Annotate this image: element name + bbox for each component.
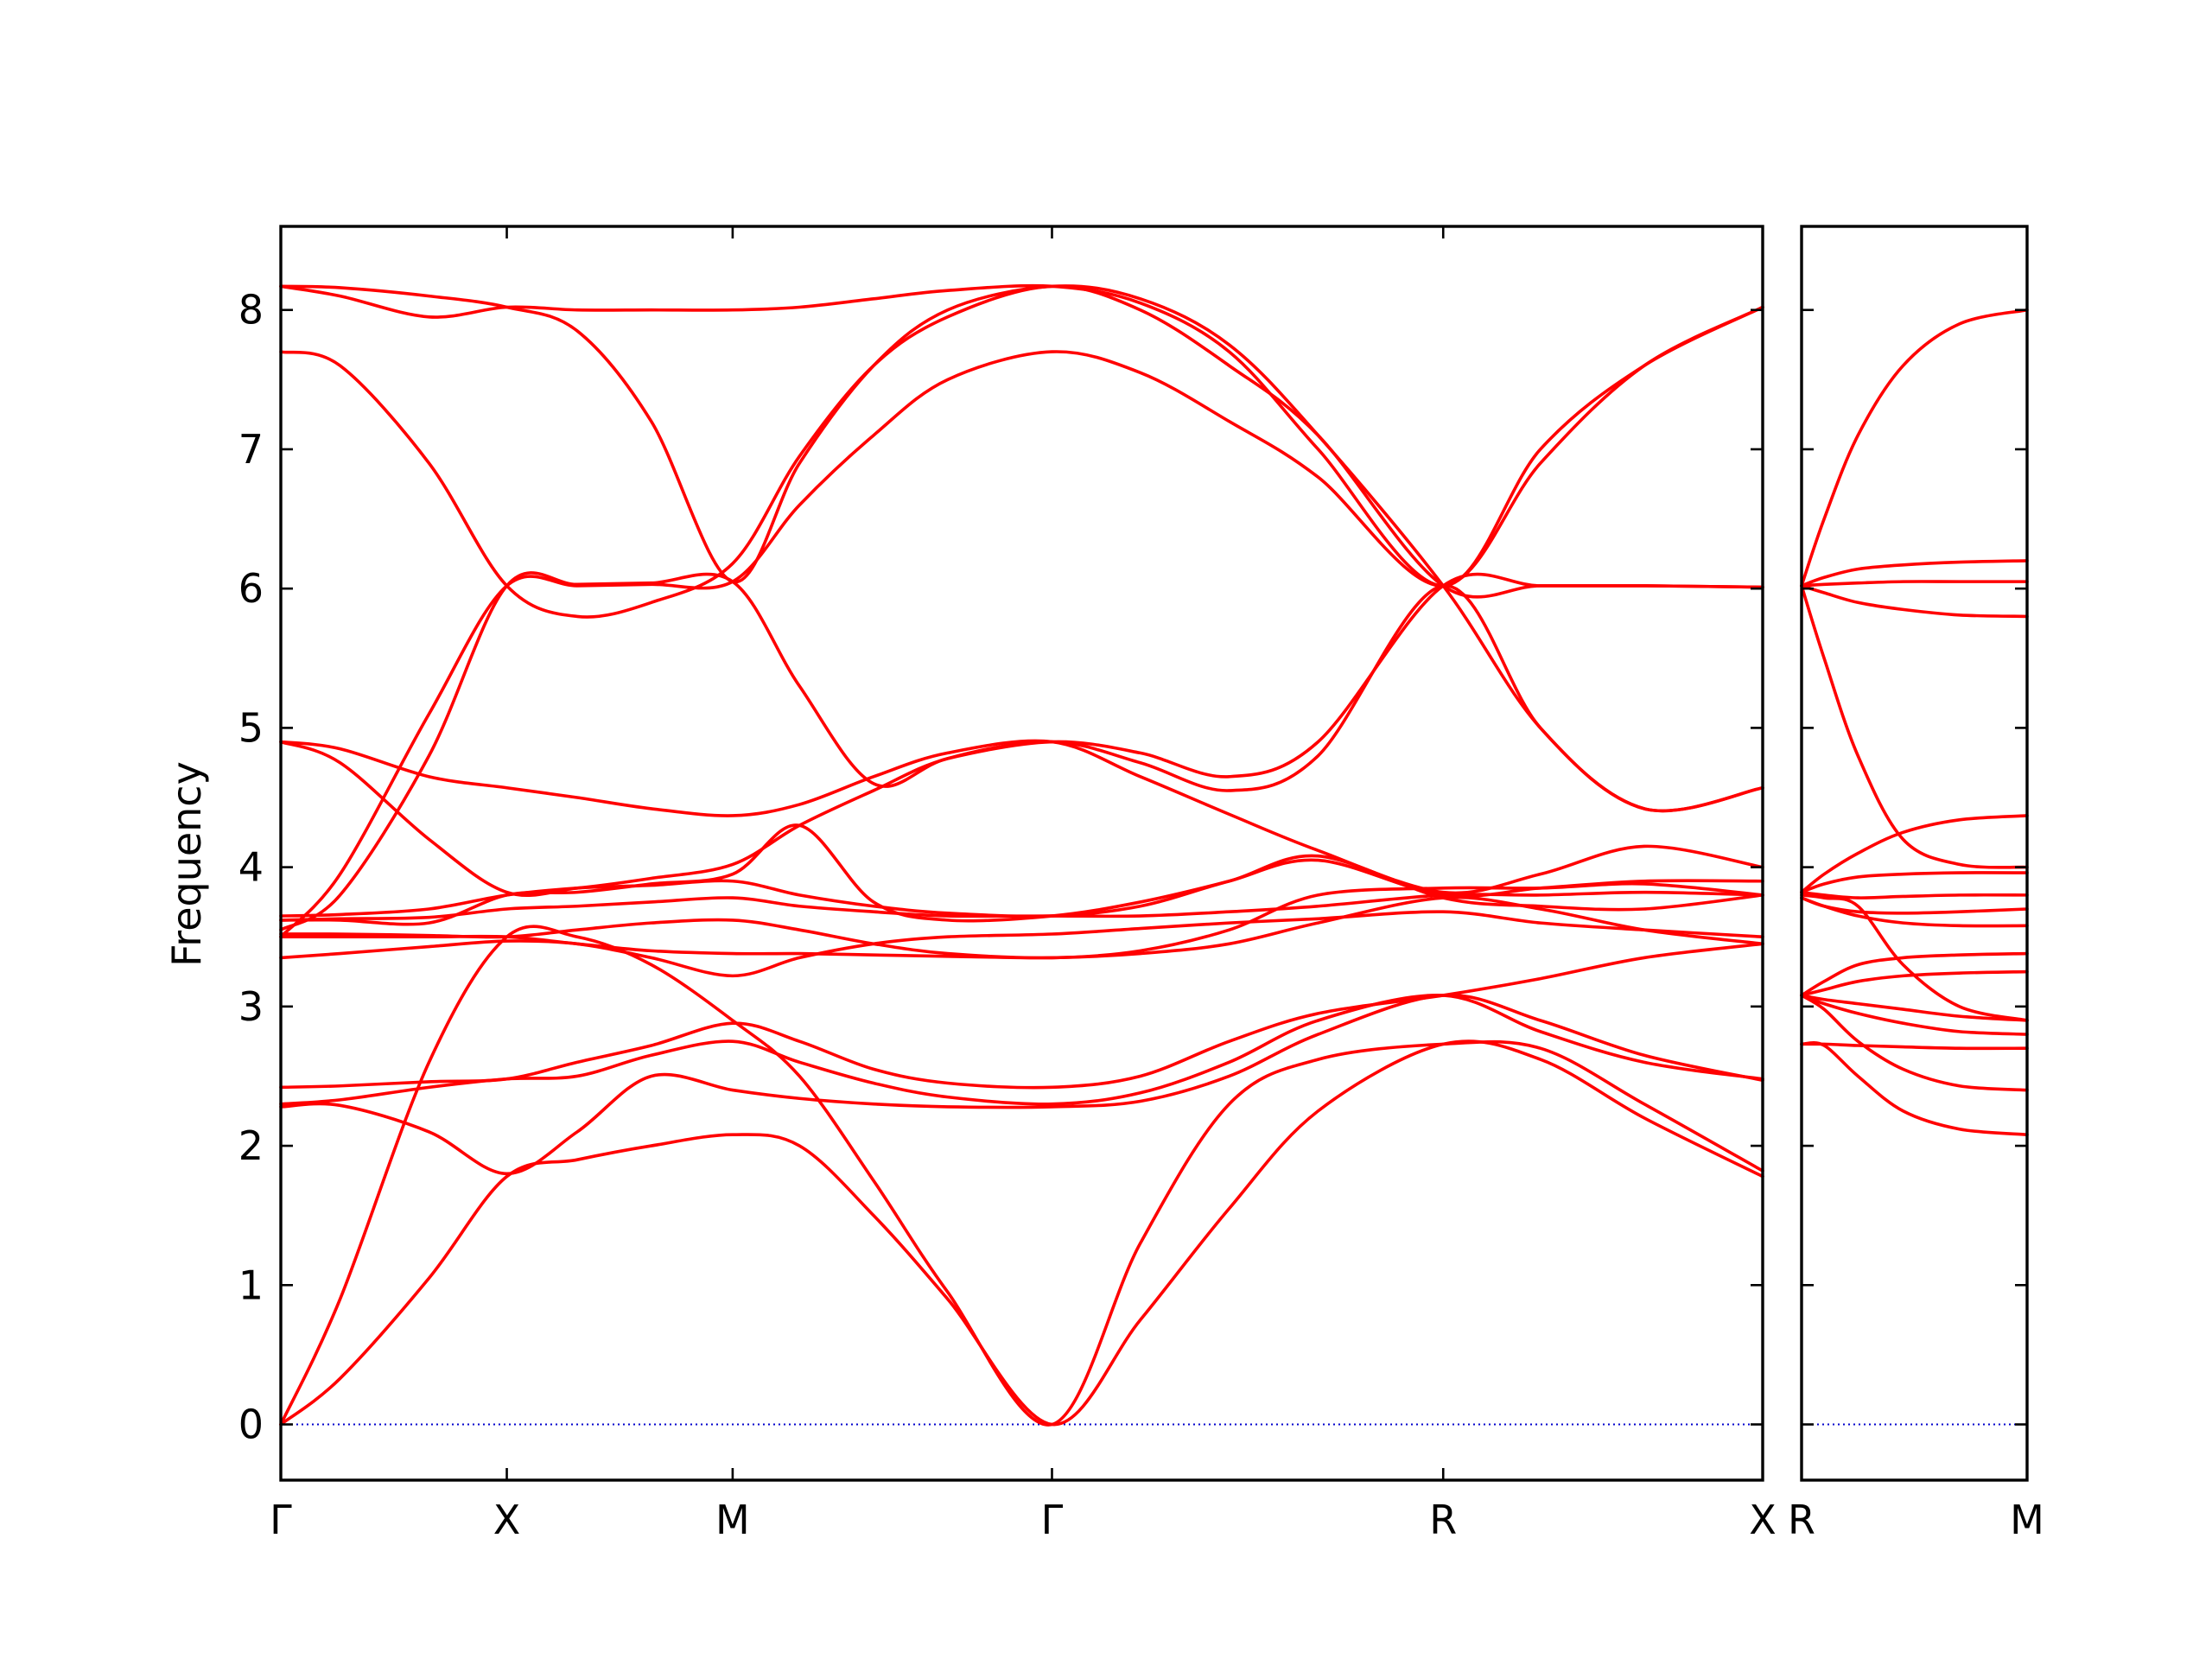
band-line-5 — [1800, 994, 2029, 1022]
band-line-15 — [279, 284, 1764, 619]
x-tick-label-X: X — [493, 1497, 521, 1543]
y-tick-label: 8 — [238, 287, 264, 334]
band-line-11 — [279, 739, 1764, 895]
band-line-14 — [1800, 584, 2029, 869]
y-tick-label: 1 — [238, 1262, 264, 1308]
band-line-8 — [279, 881, 1764, 960]
y-tick-label: 0 — [238, 1402, 264, 1448]
x-tick-label-M: M — [2010, 1497, 2044, 1543]
y-tick-label: 2 — [238, 1122, 264, 1169]
band-line-11 — [1800, 890, 2029, 899]
band-line-17 — [279, 284, 1764, 813]
band-line-4 — [1800, 994, 2029, 1036]
band-line-3 — [279, 993, 1764, 1176]
band-line-3 — [1800, 994, 2029, 1092]
band-line-13 — [1800, 814, 2029, 894]
y-axis-label: Frequency — [163, 761, 210, 967]
band-line-17 — [1800, 559, 2029, 588]
x-tick-label-Γ: Γ — [1041, 1497, 1064, 1543]
x-tick-label-Γ: Γ — [270, 1497, 292, 1543]
band-line-18 — [1800, 308, 2029, 588]
axes-frame — [279, 225, 1764, 1482]
y-tick-label: 7 — [238, 426, 264, 473]
band-line-5 — [279, 942, 1764, 1090]
band-line-6 — [1800, 969, 2029, 997]
band-line-15 — [1800, 584, 2029, 619]
band-line-10 — [1800, 893, 2029, 1022]
y-tick-label: 3 — [238, 983, 264, 1030]
band-line-18 — [279, 823, 1764, 926]
band-line-12 — [1800, 871, 2029, 894]
main-panel: 0 1 2 3 4 5 6 7 8 Γ X M Γ R X — [238, 225, 1777, 1543]
y-tick-label: 6 — [238, 565, 264, 612]
x-tick-label-R: R — [1429, 1497, 1457, 1543]
band-line-14 — [279, 305, 1764, 939]
band-line-6 — [279, 910, 1764, 978]
band-line-2 — [279, 925, 1764, 1427]
x-tick-label-X: X — [1749, 1497, 1777, 1543]
band-line-7 — [1800, 951, 2029, 997]
x-tick-label-R: R — [1788, 1497, 1815, 1543]
band-line-9 — [279, 890, 1764, 922]
band-line-2 — [1800, 1042, 2029, 1051]
x-tick-label-M: M — [715, 1497, 750, 1543]
band-line-16 — [1800, 580, 2029, 588]
band-line-9 — [1800, 896, 2029, 915]
axes-frame — [1800, 225, 2029, 1482]
y-tick-label: 5 — [238, 704, 264, 751]
y-tick-label: 4 — [238, 844, 264, 891]
